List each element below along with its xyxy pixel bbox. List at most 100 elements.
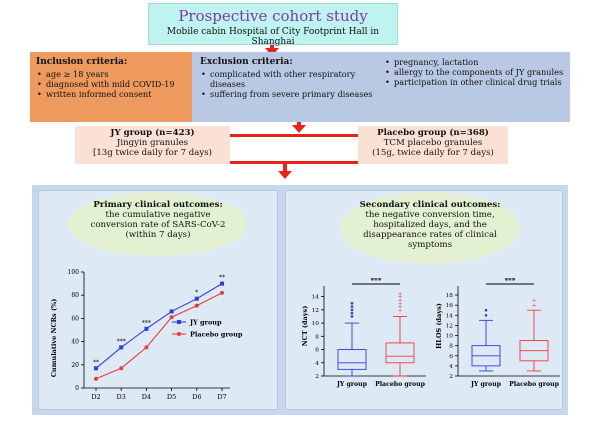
nct-outlier: [350, 308, 354, 312]
ncr-y-tick-label: 40: [71, 339, 79, 346]
ncr-y-tick-label: 0: [75, 385, 79, 392]
inclusion-item: diagnosed with mild COVID-19: [36, 79, 188, 89]
exclusion-item: suffering from severe primary diseases: [200, 89, 380, 99]
placebo-group-dose: (15g, twice daily for 7 days): [372, 148, 494, 158]
exclusion-list-left: complicated with other respiratory disea…: [200, 69, 380, 99]
ncr-x-tick-label: D5: [167, 393, 176, 401]
ncr-x-tick-label: D3: [117, 393, 126, 401]
hlos-y-tick-label: 16: [446, 303, 454, 309]
placebo-group-box: Placebo group (n=368) TCM placebo granul…: [358, 126, 508, 164]
ncr-x-ticks: D2 D3 D4 D5 D6 D7: [91, 388, 227, 401]
nct-outlier: +: [398, 291, 403, 297]
ncr-significance-mark: **: [219, 275, 225, 282]
inclusion-item: written informed consent: [36, 89, 188, 99]
study-title-box: Prospective cohort study Mobile cabin Ho…: [148, 3, 398, 47]
ncr-y-tick-label: 100: [68, 269, 80, 276]
flow-arrow-stem: [283, 164, 287, 173]
nct-y-tick-label: 12: [312, 308, 320, 314]
hlos-y-tick-label: 8: [449, 344, 453, 350]
nct-y-axis-label: NCT (days): [301, 306, 309, 347]
placebo-data-point: [94, 376, 98, 381]
exclusion-item: allergy to the components of JY granules: [384, 67, 564, 77]
hlos-y-tick-label: 10: [446, 334, 454, 340]
exclusion-item: participation in other clinical drug tri…: [384, 77, 564, 87]
nct-box: [385, 342, 415, 364]
inclusion-criteria-box: Inclusion criteria: age ≥ 18 years diagn…: [30, 52, 192, 122]
nct-outlier: +: [398, 308, 403, 314]
exclusion-list-right: pregnancy, lactation allergy to the comp…: [384, 57, 564, 87]
hlos-x-tick-label: Placebo group: [509, 381, 560, 388]
nct-y-tick-label: 4: [315, 361, 319, 367]
secondary-outcome-ellipse: Secondary clinical outcomes: the negativ…: [340, 192, 520, 264]
flow-arrow-head: [278, 171, 292, 179]
hlos-significance-mark: ***: [505, 278, 516, 285]
ncr-y-ticks: 0 20 40 60 80 100: [68, 269, 230, 392]
jy-group-title: JY group (n=423): [110, 128, 195, 138]
ncr-y-axis-label: Cumulative NCRs (%): [50, 299, 58, 378]
secondary-outcome-title: Secondary clinical outcomes:: [359, 200, 501, 210]
ncr-significance-mark: ***: [117, 338, 126, 345]
jy-data-point: [94, 366, 98, 371]
nct-y-tick-label: 6: [315, 348, 319, 354]
nct-significance-mark: ***: [371, 278, 382, 285]
hlos-outlier: +: [532, 303, 537, 309]
hlos-outlier: [484, 313, 488, 317]
hlos-y-tick-label: 18: [446, 293, 454, 299]
ncr-y-tick-label: 20: [71, 362, 79, 369]
hlos-outlier: [484, 308, 488, 312]
inclusion-title: Inclusion criteria:: [36, 57, 128, 67]
placebo-group-title: Placebo group (n=368): [377, 128, 489, 138]
series-line: [95, 292, 223, 380]
legend-marker: [177, 332, 181, 336]
placebo-data-point: [169, 315, 174, 320]
exclusion-item: complicated with other respiratory disea…: [200, 69, 380, 89]
hlos-outlier: +: [532, 298, 537, 304]
nct-x-tick-label: JY group: [336, 381, 368, 388]
nct-box: [337, 349, 367, 370]
exclusion-title: Exclusion criteria:: [200, 57, 293, 67]
hlos-y-tick-label: 6: [449, 354, 453, 360]
nct-x-tick-label: Placebo group: [375, 381, 426, 388]
hlos-y-tick-label: 14: [446, 313, 454, 319]
hlos-plot-area: 2 4 6 8 10 12 14 16 18 JY group ++ Placebo group ***: [446, 278, 560, 388]
ncr-y-tick-label: 60: [71, 315, 79, 322]
placebo-data-point: [220, 290, 224, 295]
hlos-y-tick-label: 4: [449, 364, 453, 370]
jy-data-point: [119, 345, 124, 350]
placebo-data-point: [194, 303, 199, 308]
nct-outlier: +: [398, 305, 403, 311]
nct-outlier: +: [398, 295, 403, 301]
nct-outlier: [350, 305, 354, 308]
nct-outlier: +: [398, 301, 403, 307]
placebo-group-drug: TCM placebo granules: [383, 138, 483, 148]
jy-data-point: [194, 296, 199, 301]
inclusion-list: age ≥ 18 years diagnosed with mild COVID…: [36, 69, 188, 99]
secondary-outcome-text: the negative conversion time, hospitaliz…: [363, 210, 497, 250]
ncr-significance-mark: ***: [142, 320, 151, 327]
primary-outcome-ellipse: Primary clinical outcomes: the cumulativ…: [68, 192, 248, 256]
hlos-x-tick-label: JY group: [470, 381, 502, 388]
nct-y-tick-label: 8: [315, 334, 319, 340]
nct-y-tick-label: 2: [315, 374, 319, 380]
placebo-data-point: [144, 345, 149, 350]
jy-data-point: [169, 309, 174, 314]
ncr-significance-mark: *: [195, 290, 198, 297]
series-line: [95, 283, 223, 369]
ncr-significance-mark: **: [93, 359, 99, 366]
ncr-x-tick-label: D6: [192, 393, 201, 401]
exclusion-item: pregnancy, lactation: [384, 57, 564, 67]
hlos-y-tick-label: 2: [449, 374, 453, 380]
ncr-x-tick-label: D4: [142, 393, 151, 401]
hlos-y-axis-label: HLOS (days): [435, 303, 443, 349]
study-location: Mobile cabin Hospital of City Footprint …: [166, 27, 380, 47]
hlos-box-plot: HLOS (days) 2 4 6 8 10 12 14 16 18 JY group ++ Plac…: [435, 278, 560, 388]
jy-data-point: [144, 326, 149, 331]
nct-y-tick-label: 10: [312, 321, 320, 327]
legend-label: Placebo group: [190, 331, 243, 339]
jy-group-drug: Jingyin granules: [116, 138, 189, 148]
placebo-data-point: [119, 366, 124, 371]
nct-outlier: +: [398, 298, 403, 304]
ncr-legend: JY group Placebo group: [172, 319, 243, 339]
